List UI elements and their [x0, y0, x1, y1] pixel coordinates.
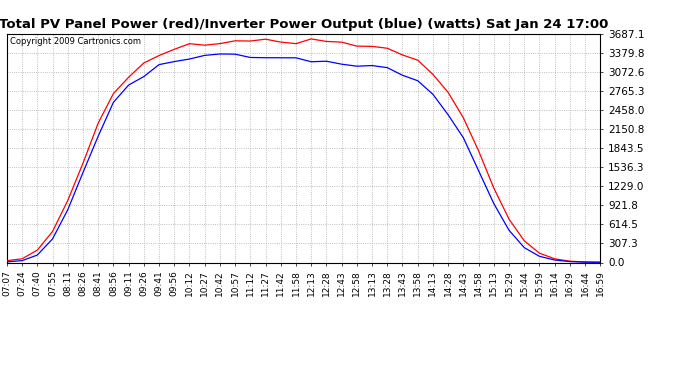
Text: Copyright 2009 Cartronics.com: Copyright 2009 Cartronics.com: [10, 37, 141, 46]
Title: Total PV Panel Power (red)/Inverter Power Output (blue) (watts) Sat Jan 24 17:00: Total PV Panel Power (red)/Inverter Powe…: [0, 18, 609, 31]
